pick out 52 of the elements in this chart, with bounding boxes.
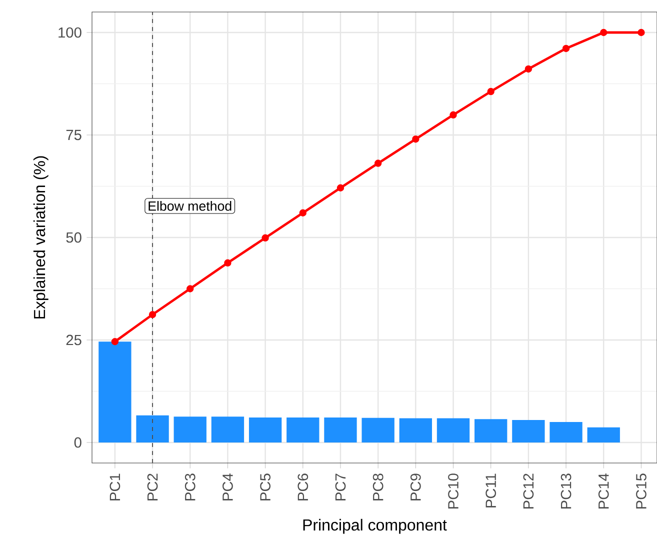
x-tick-label: PC6 xyxy=(298,474,308,500)
bar xyxy=(174,416,206,442)
x-tick-label: PC11 xyxy=(486,474,496,508)
x-tick-label: PC4 xyxy=(222,473,233,500)
bar xyxy=(587,427,620,442)
x-tick-label: PC3 xyxy=(184,474,196,500)
x-tick-label: PC13 xyxy=(560,474,572,509)
point xyxy=(562,44,570,52)
x-tick-label: PC14 xyxy=(598,473,609,509)
x-tick-label: PC2 xyxy=(147,474,158,500)
x-tick-label: PC9 xyxy=(410,474,421,500)
x-tick-label: PC8 xyxy=(372,474,384,500)
y-tick-label: 50 xyxy=(66,232,82,243)
point xyxy=(374,160,382,167)
ref-line-label: Elbow method xyxy=(148,201,232,211)
point xyxy=(450,111,457,118)
point xyxy=(262,234,269,242)
x-tick-label: PC10 xyxy=(448,474,458,509)
bar xyxy=(362,418,394,442)
point xyxy=(412,135,420,143)
bar xyxy=(211,416,244,442)
bar xyxy=(324,417,357,442)
x-tick-label: PC5 xyxy=(260,474,270,500)
point xyxy=(487,88,494,96)
x-tick-label: PC7 xyxy=(335,474,346,500)
bar xyxy=(436,418,470,442)
y-tick-label: 25 xyxy=(66,334,82,346)
x-tick-label: PC1 xyxy=(110,474,120,500)
bar xyxy=(248,417,282,442)
bar xyxy=(474,419,508,442)
y-tick-label: 75 xyxy=(66,130,82,140)
bar xyxy=(136,415,169,442)
y-tick-label: 100 xyxy=(58,27,82,38)
bar xyxy=(550,422,582,442)
x-axis-title: Principal component xyxy=(303,518,447,534)
bar xyxy=(286,417,320,442)
point xyxy=(638,28,645,36)
point xyxy=(336,184,344,192)
y-tick-label: 0 xyxy=(74,437,82,448)
bar xyxy=(98,342,132,442)
point xyxy=(224,259,232,267)
point xyxy=(299,209,306,216)
point xyxy=(111,338,119,346)
y-axis-title: Explained variation (%) xyxy=(33,156,48,318)
point xyxy=(186,285,194,292)
point xyxy=(524,65,532,73)
bar xyxy=(512,420,545,442)
x-tick-label: PC15 xyxy=(636,474,646,509)
point xyxy=(600,28,608,36)
x-tick-label: PC12 xyxy=(523,474,534,509)
point xyxy=(148,310,156,318)
bar xyxy=(399,418,432,442)
